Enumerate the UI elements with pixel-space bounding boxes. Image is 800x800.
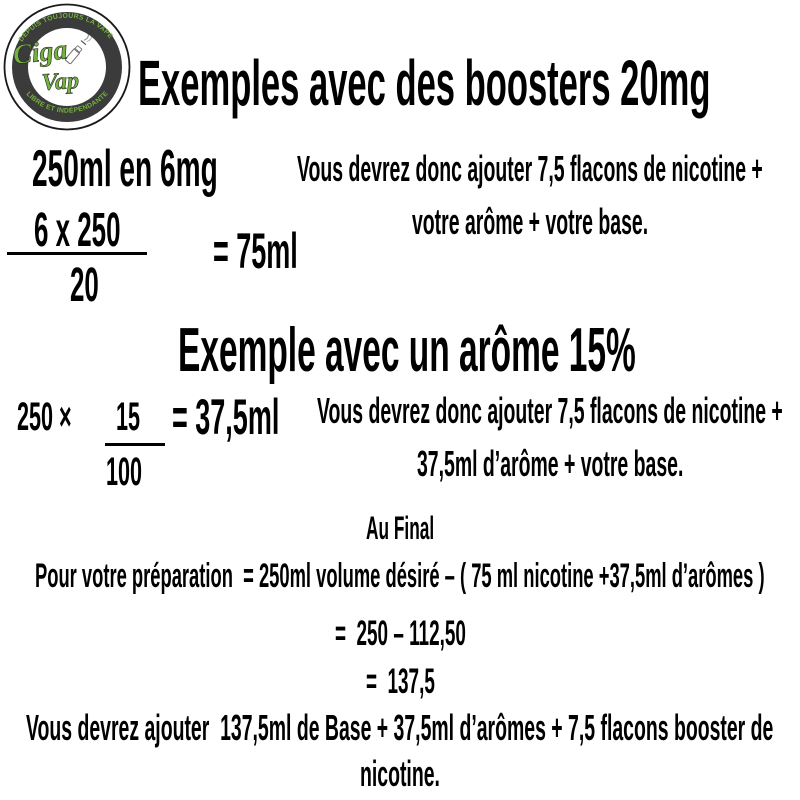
svg-text:Ciga: Ciga — [11, 34, 68, 71]
svg-text:Vap: Vap — [41, 68, 80, 96]
